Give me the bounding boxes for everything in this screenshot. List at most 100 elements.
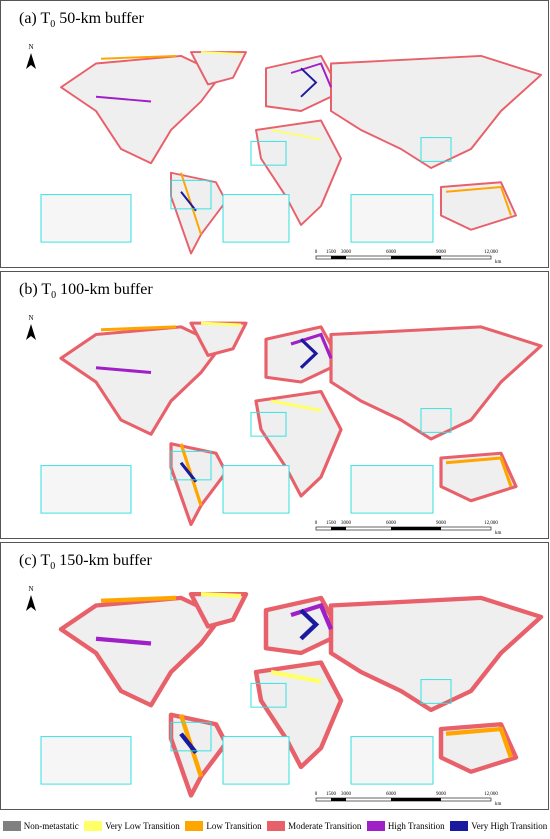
continent [328,595,544,713]
border [445,185,512,216]
inset-fill [351,736,433,785]
legend-item: Moderate Transition [267,820,361,831]
north-label: N [28,43,33,51]
panel-title: (b) T0 100-km buffer [19,281,153,301]
legend-item: Low Transition [185,820,262,831]
inset-fill [351,465,433,514]
scale-label: 3000 [341,521,352,526]
world [40,51,542,255]
continent [169,442,228,527]
border [200,591,322,684]
continent [58,595,224,708]
inset-box [170,450,212,481]
scale-unit: km [495,802,502,807]
north-arrow [26,324,36,340]
inset-box [250,140,287,166]
inset-box [420,679,452,704]
legend-label: Non-metastatic [23,820,79,831]
border [179,608,320,755]
legend-item: Non-metastatic [2,820,79,831]
scale-seg [391,256,441,259]
continent [60,54,222,165]
scale-seg [331,798,346,801]
inset-box [250,682,287,708]
scale-seg [331,527,346,530]
inset-fill [351,194,433,243]
inset-box [222,465,290,514]
north-arrow [26,595,36,611]
legend-swatch [185,820,204,831]
inset-box [350,194,434,243]
title-sub: 0 [50,561,55,572]
title-sub: 0 [51,290,56,301]
inset-fill [41,736,131,785]
border [200,51,322,141]
title-suffix: 100-km buffer [56,281,153,298]
scale-label: 9000 [436,521,447,526]
continent [170,171,227,255]
scale-label: 9000 [436,792,447,797]
legend: Non-metastatic Very Low Transition Low Tra… [0,812,550,839]
world [40,321,543,527]
legend-swatch [84,820,103,831]
continent [59,325,223,436]
continent [329,325,543,441]
legend-label: Low Transition [206,820,262,831]
map-panel: (b) T0 100-km buffer N 0 1500 3000 6000 9000 12… [0,271,549,539]
inset-box [420,137,452,162]
legend-swatch [366,820,385,831]
continent [190,51,247,86]
scale-label: 12,000 [484,250,498,255]
inset-box [250,411,287,437]
title-sub: 0 [50,19,55,30]
inset-box [170,721,212,752]
scale-seg [331,256,346,259]
world [40,591,544,798]
legend-swatch [2,820,21,831]
scale-label: 0 [315,250,318,255]
title-suffix: 50-km buffer [55,10,144,27]
legend-item: Very Low Transition [84,820,180,831]
scale-label: 1500 [326,521,337,526]
north-arrow [26,53,36,69]
scale-label: 9000 [436,250,447,255]
title-prefix: (b) T [19,281,51,298]
scale-label: 1500 [326,792,337,797]
border [445,456,513,487]
scale-unit: km [495,531,502,536]
scale-label: 3000 [341,250,352,255]
scale-label: 12,000 [484,792,498,797]
title-prefix: (a) T [19,10,50,27]
continent [439,451,518,503]
scale-label: 6000 [386,250,397,255]
inset-fill [223,465,289,514]
map-panel: (c) T0 150-km buffer N 0 1500 3000 6000 9000 12… [0,542,549,810]
border [95,62,332,103]
inset-fill [223,194,289,243]
legend-item: Very High Transition [450,820,548,831]
inset-box [40,465,132,514]
scale-label: 1500 [326,250,337,255]
scale-seg [391,798,441,801]
legend-swatch [267,820,286,831]
legend-item: High Transition [366,820,445,831]
title-suffix: 150-km buffer [55,552,152,569]
scale-label: 3000 [341,792,352,797]
scale-unit: km [495,260,502,265]
scale-label: 0 [315,792,318,797]
continent [438,722,519,774]
legend-label: Very High Transition [471,820,548,831]
continent [265,54,342,112]
panel-title: (c) T0 150-km buffer [19,552,152,572]
inset-box [40,194,132,243]
title-prefix: (c) T [19,552,50,569]
legend-swatch [450,820,469,831]
scale-label: 6000 [386,792,397,797]
inset-box [420,408,452,433]
inset-box [40,736,132,785]
north-label: N [28,314,33,322]
border [200,321,322,412]
